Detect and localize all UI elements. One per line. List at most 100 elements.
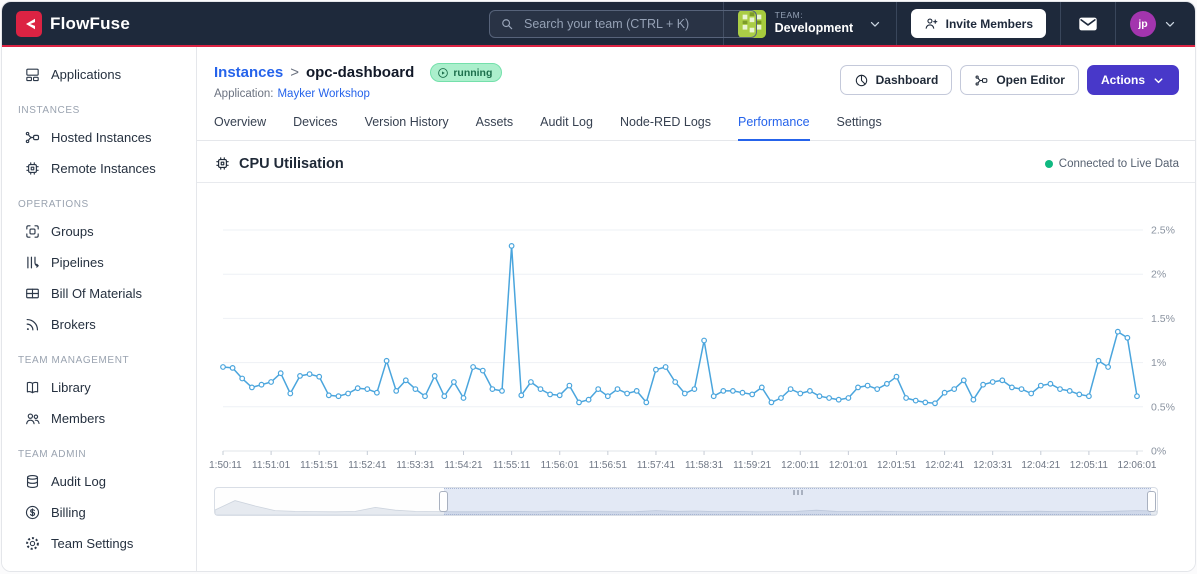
svg-text:11:57:41: 11:57:41 bbox=[637, 460, 676, 471]
sidebar-section-instances: INSTANCES bbox=[18, 105, 80, 116]
sidebar-item-brokers[interactable]: Brokers bbox=[2, 309, 196, 340]
brush-overview-chart bbox=[215, 500, 1157, 515]
sidebar-item-team-settings[interactable]: Team Settings bbox=[2, 528, 196, 559]
open-editor-button-label: Open Editor bbox=[996, 73, 1065, 87]
tab-version-history[interactable]: Version History bbox=[364, 115, 449, 129]
svg-text:11:51:01: 11:51:01 bbox=[252, 460, 291, 471]
tab-performance[interactable]: Performance bbox=[737, 115, 810, 141]
user-plus-icon bbox=[925, 18, 937, 29]
breadcrumb: Instances > opc-dashboard running bbox=[214, 63, 503, 82]
remote-instances-icon bbox=[24, 160, 41, 177]
svg-text:11:50:11: 11:50:11 bbox=[209, 460, 242, 471]
notifications-button[interactable] bbox=[1061, 13, 1115, 35]
sidebar-item-billing[interactable]: Billing bbox=[2, 497, 196, 528]
billing-icon bbox=[24, 504, 41, 521]
sidebar-item-applications[interactable]: Applications bbox=[2, 59, 196, 90]
brokers-icon bbox=[24, 316, 41, 333]
instance-header: Instances > opc-dashboard running Applic… bbox=[197, 47, 1195, 100]
flowfuse-logo[interactable]: FlowFuse bbox=[16, 10, 130, 37]
search-input[interactable] bbox=[522, 16, 746, 32]
time-range-brush[interactable] bbox=[214, 487, 1158, 516]
tab-settings[interactable]: Settings bbox=[836, 115, 882, 129]
application-link[interactable]: Mayker Workshop bbox=[277, 88, 370, 100]
sidebar-item-groups[interactable]: Groups bbox=[2, 216, 196, 247]
main-content: Instances > opc-dashboard running Applic… bbox=[197, 47, 1195, 571]
cpu-chip-icon bbox=[214, 155, 231, 172]
cpu-utilisation-chart: 0% 0.5% 1% 1.5% 2% 2.5% 11:50:11 11:51:01 11:51:… bbox=[209, 225, 1175, 472]
invite-members-button[interactable]: Invite Members bbox=[910, 9, 1046, 38]
application-label: Application: bbox=[214, 88, 274, 100]
chevron-down-icon bbox=[1163, 17, 1177, 31]
tab-overview[interactable]: Overview bbox=[214, 115, 267, 129]
application-line: Application: Mayker Workshop bbox=[214, 88, 502, 100]
svg-text:0.5%: 0.5% bbox=[1151, 401, 1175, 413]
status-badge-label: running bbox=[453, 66, 493, 79]
team-label: TEAM: bbox=[774, 10, 804, 21]
sidebar-item-pipelines[interactable]: Pipelines bbox=[2, 247, 196, 278]
sidebar-item-label: Audit Log bbox=[51, 474, 106, 489]
pipelines-icon bbox=[24, 254, 41, 271]
svg-text:12:00:11: 12:00:11 bbox=[781, 460, 820, 471]
sidebar-item-label: Members bbox=[51, 411, 106, 426]
instance-name: opc-dashboard bbox=[305, 64, 415, 81]
sidebar-item-library[interactable]: Library bbox=[2, 372, 196, 403]
sidebar-item-label: Hosted Instances bbox=[51, 130, 152, 145]
chevron-down-icon bbox=[868, 17, 882, 31]
svg-text:11:58:31: 11:58:31 bbox=[685, 460, 724, 471]
tab-node-red-logs[interactable]: Node-RED Logs bbox=[619, 115, 711, 129]
svg-text:12:01:01: 12:01:01 bbox=[829, 460, 868, 471]
open-editor-button[interactable]: Open Editor bbox=[960, 65, 1079, 95]
tab-audit-log[interactable]: Audit Log bbox=[540, 115, 593, 129]
dashboard-button-label: Dashboard bbox=[875, 73, 939, 87]
tab-devices[interactable]: Devices bbox=[293, 115, 338, 129]
pie-chart-icon bbox=[855, 74, 867, 86]
chart-header: CPU Utilisation Connected to Live Data bbox=[197, 141, 1195, 183]
team-name: Development bbox=[774, 21, 854, 36]
sidebar-item-label: Billing bbox=[51, 505, 86, 520]
sidebar-item-bill-of-materials[interactable]: Bill Of Materials bbox=[2, 278, 196, 309]
status-badge: running bbox=[430, 63, 503, 82]
play-circle-icon bbox=[438, 67, 449, 78]
sidebar-item-label: Bill Of Materials bbox=[51, 286, 143, 301]
brand-name: FlowFuse bbox=[50, 13, 130, 33]
sidebar-item-members[interactable]: Members bbox=[2, 403, 196, 434]
sidebar-item-label: Brokers bbox=[51, 317, 96, 332]
dashboard-button[interactable]: Dashboard bbox=[839, 65, 953, 95]
sidebar-item-remote-instances[interactable]: Remote Instances bbox=[2, 153, 196, 184]
svg-text:11:52:41: 11:52:41 bbox=[348, 460, 387, 471]
brush-grip[interactable] bbox=[792, 490, 803, 495]
bill-of-materials-icon bbox=[24, 285, 41, 302]
live-status: Connected to Live Data bbox=[1044, 158, 1179, 170]
groups-icon bbox=[24, 223, 41, 240]
user-menu[interactable]: jp bbox=[1116, 10, 1181, 37]
sidebar-section-team-management: TEAM MANAGEMENT bbox=[18, 355, 130, 366]
gear-icon bbox=[24, 535, 41, 552]
sidebar-item-label: Pipelines bbox=[51, 255, 104, 270]
team-search[interactable] bbox=[489, 10, 757, 38]
top-navbar: FlowFuse TEAM: Development bbox=[2, 2, 1195, 45]
chart-area: 0% 0.5% 1% 1.5% 2% 2.5% 11:50:11 11:51:01 11:51:… bbox=[197, 183, 1195, 516]
brush-handle-left[interactable] bbox=[439, 491, 449, 512]
user-avatar: jp bbox=[1130, 10, 1156, 37]
sidebar-item-hosted-instances[interactable]: Hosted Instances bbox=[2, 122, 196, 153]
svg-text:11:54:21: 11:54:21 bbox=[444, 460, 483, 471]
navbar-divider bbox=[895, 2, 897, 45]
sidebar-item-label: Groups bbox=[51, 224, 94, 239]
sidebar-item-label: Applications bbox=[51, 67, 122, 82]
svg-text:12:03:31: 12:03:31 bbox=[973, 460, 1012, 471]
sidebar-item-label: Library bbox=[51, 380, 91, 395]
breadcrumb-instances-link[interactable]: Instances bbox=[214, 64, 284, 81]
sidebar-item-audit-log[interactable]: Audit Log bbox=[2, 466, 196, 497]
svg-text:12:01:51: 12:01:51 bbox=[877, 460, 916, 471]
hosted-instances-icon bbox=[24, 129, 41, 146]
header-actions: Dashboard Open Editor Actions bbox=[839, 63, 1179, 95]
svg-text:11:56:51: 11:56:51 bbox=[589, 460, 628, 471]
actions-button[interactable]: Actions bbox=[1086, 65, 1179, 95]
flowfuse-logo-icon bbox=[16, 10, 42, 37]
brush-handle-right[interactable] bbox=[1146, 491, 1156, 512]
navbar-divider bbox=[1060, 2, 1061, 45]
audit-log-icon bbox=[24, 473, 41, 490]
series-line bbox=[220, 243, 1140, 407]
sidebar: Applications INSTANCES Hosted Instances … bbox=[2, 47, 197, 571]
tab-assets[interactable]: Assets bbox=[475, 115, 514, 129]
